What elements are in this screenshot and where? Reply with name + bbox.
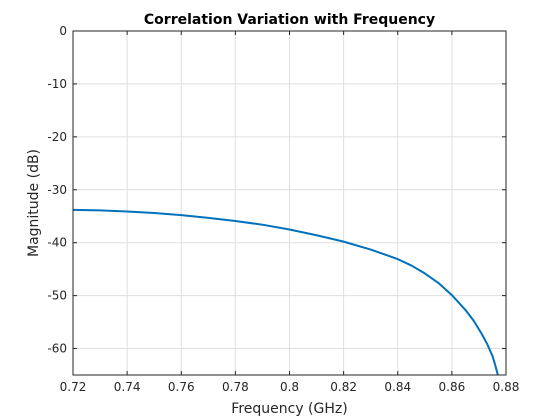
y-tick-label: -20 — [47, 130, 67, 144]
series-line — [72, 208, 499, 376]
x-axis-label: Frequency (GHz) — [231, 401, 347, 417]
series-layer — [72, 208, 499, 376]
y-tick-label: -40 — [47, 236, 67, 250]
x-tick-labels: 0.72 0.74 0.76 0.78 0.8 0.82 0.84 0.86 0.88 — [60, 380, 520, 394]
x-tick-label: 0.82 — [330, 380, 357, 394]
y-tick-label: -50 — [47, 289, 67, 303]
x-tick-label: 0.72 — [60, 380, 87, 394]
chart-title: Correlation Variation with Frequency — [144, 12, 435, 28]
y-tick-label: 0 — [59, 24, 67, 38]
y-tick-labels: 0 -10 -20 -30 -40 -50 -60 — [47, 24, 67, 356]
x-tick-label: 0.86 — [439, 380, 466, 394]
x-tick-label: 0.76 — [168, 380, 195, 394]
y-axis-label: Magnitude (dB) — [26, 149, 42, 257]
y-tick-label: -30 — [47, 183, 67, 197]
x-tick-label: 0.78 — [222, 380, 249, 394]
x-tick-label: 0.84 — [384, 380, 411, 394]
x-tick-label: 0.74 — [114, 380, 141, 394]
ticks — [72, 30, 507, 375]
y-tick-label: -60 — [47, 342, 67, 356]
y-tick-label: -10 — [47, 77, 67, 91]
grid-lines — [72, 30, 507, 375]
x-tick-label: 0.88 — [493, 380, 520, 394]
x-tick-label: 0.8 — [280, 380, 299, 394]
